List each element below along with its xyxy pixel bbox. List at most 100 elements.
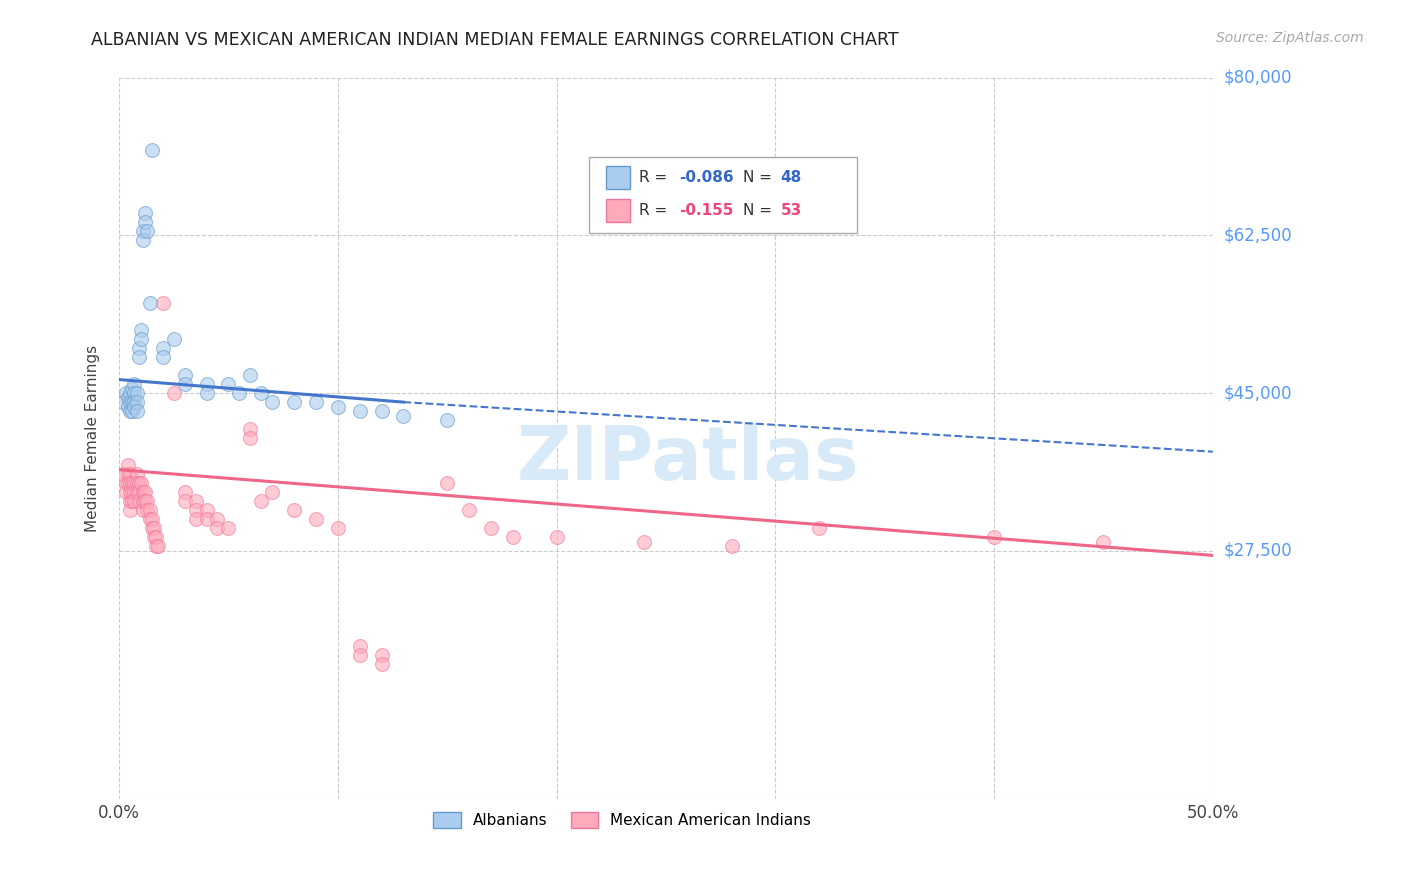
- Text: R =: R =: [638, 202, 676, 218]
- FancyBboxPatch shape: [589, 157, 858, 233]
- Text: $62,500: $62,500: [1225, 227, 1292, 244]
- Point: [128, 485, 150, 500]
- Point: [125, 404, 148, 418]
- Point: [195, 377, 218, 392]
- Point: [370, 657, 392, 671]
- Point: [239, 368, 262, 382]
- Point: [128, 341, 150, 355]
- Point: [173, 368, 195, 382]
- Point: [173, 485, 195, 500]
- Point: [138, 296, 160, 310]
- Legend: Albanians, Mexican American Indians: Albanians, Mexican American Indians: [427, 805, 817, 835]
- Point: [262, 395, 284, 409]
- Point: [141, 521, 163, 535]
- Point: [195, 503, 218, 517]
- Point: [124, 395, 146, 409]
- Point: [633, 534, 655, 549]
- Point: [250, 494, 273, 508]
- Text: 48: 48: [780, 170, 801, 186]
- Point: [349, 404, 371, 418]
- Point: [134, 494, 156, 508]
- Point: [195, 386, 218, 401]
- Point: [124, 476, 146, 491]
- Point: [207, 512, 229, 526]
- Text: R =: R =: [638, 170, 672, 186]
- Point: [148, 540, 170, 554]
- Point: [117, 476, 139, 491]
- Point: [132, 503, 155, 517]
- Point: [163, 386, 186, 401]
- Point: [283, 395, 305, 409]
- Point: [136, 503, 159, 517]
- Point: [132, 485, 155, 500]
- Point: [239, 431, 262, 445]
- Point: [134, 485, 156, 500]
- Point: [283, 503, 305, 517]
- Point: [143, 530, 166, 544]
- Text: $27,500: $27,500: [1225, 541, 1292, 560]
- Point: [118, 476, 141, 491]
- Text: N =: N =: [742, 202, 776, 218]
- Point: [124, 377, 146, 392]
- Point: [125, 476, 148, 491]
- Point: [145, 540, 167, 554]
- Point: [720, 540, 742, 554]
- Point: [141, 143, 163, 157]
- Point: [163, 332, 186, 346]
- Point: [195, 512, 218, 526]
- Point: [129, 323, 152, 337]
- Point: [117, 467, 139, 482]
- Point: [138, 512, 160, 526]
- Point: [117, 391, 139, 405]
- FancyBboxPatch shape: [606, 199, 630, 222]
- Point: [125, 485, 148, 500]
- Point: [349, 648, 371, 662]
- Point: [349, 639, 371, 653]
- Text: $80,000: $80,000: [1225, 69, 1292, 87]
- Point: [983, 530, 1005, 544]
- Point: [129, 332, 152, 346]
- Text: -0.086: -0.086: [679, 170, 734, 186]
- Point: [217, 521, 239, 535]
- Point: [118, 395, 141, 409]
- Point: [132, 494, 155, 508]
- Point: [121, 494, 143, 508]
- Point: [114, 386, 136, 401]
- Point: [305, 512, 328, 526]
- Point: [184, 503, 207, 517]
- Point: [121, 395, 143, 409]
- Point: [228, 386, 250, 401]
- Point: [479, 521, 502, 535]
- Point: [128, 494, 150, 508]
- Point: [239, 422, 262, 436]
- Point: [152, 350, 174, 364]
- Text: 53: 53: [780, 202, 801, 218]
- Point: [152, 341, 174, 355]
- Point: [546, 530, 568, 544]
- Point: [117, 400, 139, 414]
- Point: [128, 476, 150, 491]
- Point: [125, 395, 148, 409]
- Point: [124, 386, 146, 401]
- Point: [128, 350, 150, 364]
- Point: [145, 530, 167, 544]
- Point: [173, 377, 195, 392]
- Point: [370, 648, 392, 662]
- Point: [136, 494, 159, 508]
- Point: [152, 296, 174, 310]
- Point: [392, 409, 415, 423]
- Point: [121, 382, 143, 396]
- Text: ALBANIAN VS MEXICAN AMERICAN INDIAN MEDIAN FEMALE EARNINGS CORRELATION CHART: ALBANIAN VS MEXICAN AMERICAN INDIAN MEDI…: [91, 31, 898, 49]
- Point: [118, 494, 141, 508]
- Text: ZIPatlas: ZIPatlas: [516, 424, 859, 496]
- Point: [808, 521, 831, 535]
- Point: [132, 233, 155, 247]
- Point: [114, 485, 136, 500]
- Point: [143, 521, 166, 535]
- Point: [125, 386, 148, 401]
- Point: [112, 467, 135, 482]
- Point: [118, 503, 141, 517]
- Point: [134, 206, 156, 220]
- FancyBboxPatch shape: [606, 166, 630, 189]
- Point: [217, 377, 239, 392]
